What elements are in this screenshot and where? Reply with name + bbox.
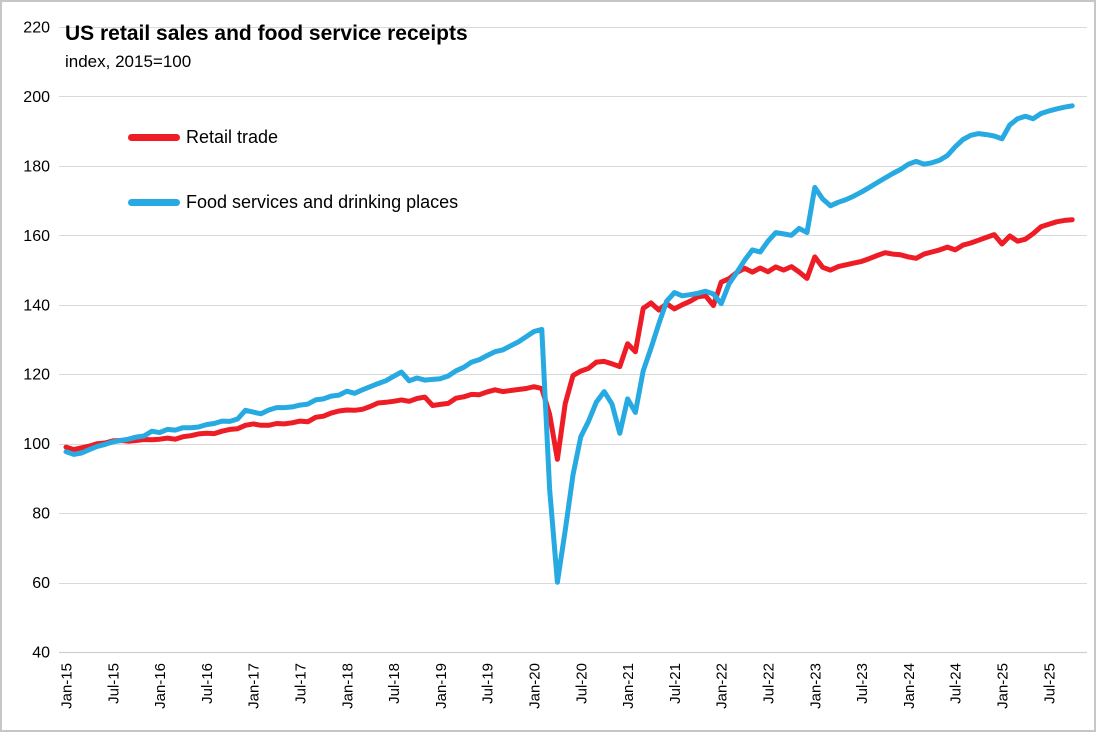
series-line-food-services-and-drinking-places <box>63 103 1075 585</box>
x-axis-label-Jul-20: Jul-20 <box>573 663 590 704</box>
chart-title: US retail sales and food service receipt… <box>65 22 468 45</box>
x-axis-label-Jan-19: Jan-19 <box>433 663 450 709</box>
x-axis-label-Jan-20: Jan-20 <box>527 663 544 709</box>
y-axis-label-100: 100 <box>23 436 50 453</box>
x-axis-label-Jan-24: Jan-24 <box>901 663 918 709</box>
chart-subtitle: index, 2015=100 <box>65 52 192 71</box>
x-axis-label-Jul-17: Jul-17 <box>293 663 310 704</box>
x-axis-label-Jan-25: Jan-25 <box>995 663 1012 709</box>
legend-label-retail-trade: Retail trade <box>186 126 279 147</box>
x-axis-label-Jul-21: Jul-21 <box>667 663 684 704</box>
x-axis-label-Jul-19: Jul-19 <box>480 663 497 704</box>
x-axis-label-Jul-18: Jul-18 <box>386 663 403 704</box>
legend-label-food-services: Food services and drinking places <box>186 191 459 212</box>
y-axis-label-140: 140 <box>23 297 50 314</box>
x-axis-label-Jul-15: Jul-15 <box>105 663 122 704</box>
legend-item-retail-trade: Retail trade <box>128 125 278 149</box>
y-axis-label-120: 120 <box>23 367 50 384</box>
y-axis-label-220: 220 <box>23 20 50 37</box>
x-axis-label-Jan-16: Jan-16 <box>152 663 169 709</box>
y-axis-label-200: 200 <box>23 89 50 106</box>
legend-item-food-services: Food services and drinking places <box>128 190 458 214</box>
y-axis-label-160: 160 <box>23 228 50 245</box>
x-axis-label-Jan-23: Jan-23 <box>807 663 824 709</box>
x-axis-label-Jul-16: Jul-16 <box>199 663 216 704</box>
x-axis-label-Jan-22: Jan-22 <box>714 663 731 709</box>
x-axis-label-Jan-18: Jan-18 <box>339 663 356 709</box>
x-axis-label-Jan-15: Jan-15 <box>59 663 76 709</box>
food-services-line-swatch <box>128 198 180 206</box>
y-axis-label-80: 80 <box>32 506 50 523</box>
x-axis-label-Jan-17: Jan-17 <box>246 663 263 709</box>
retail-trade-line-swatch <box>128 133 180 141</box>
y-axis-label-180: 180 <box>23 158 50 175</box>
x-axis-label-Jul-25: Jul-25 <box>1041 663 1058 704</box>
y-axis-label-40: 40 <box>32 645 50 662</box>
x-axis-label-Jul-23: Jul-23 <box>854 663 871 704</box>
series-line-retail-trade <box>63 217 1075 462</box>
x-axis-label-Jul-24: Jul-24 <box>948 663 965 704</box>
x-axis-label-Jan-21: Jan-21 <box>620 663 637 709</box>
x-axis-label-Jul-22: Jul-22 <box>761 663 778 704</box>
y-axis-label-60: 60 <box>32 575 50 592</box>
